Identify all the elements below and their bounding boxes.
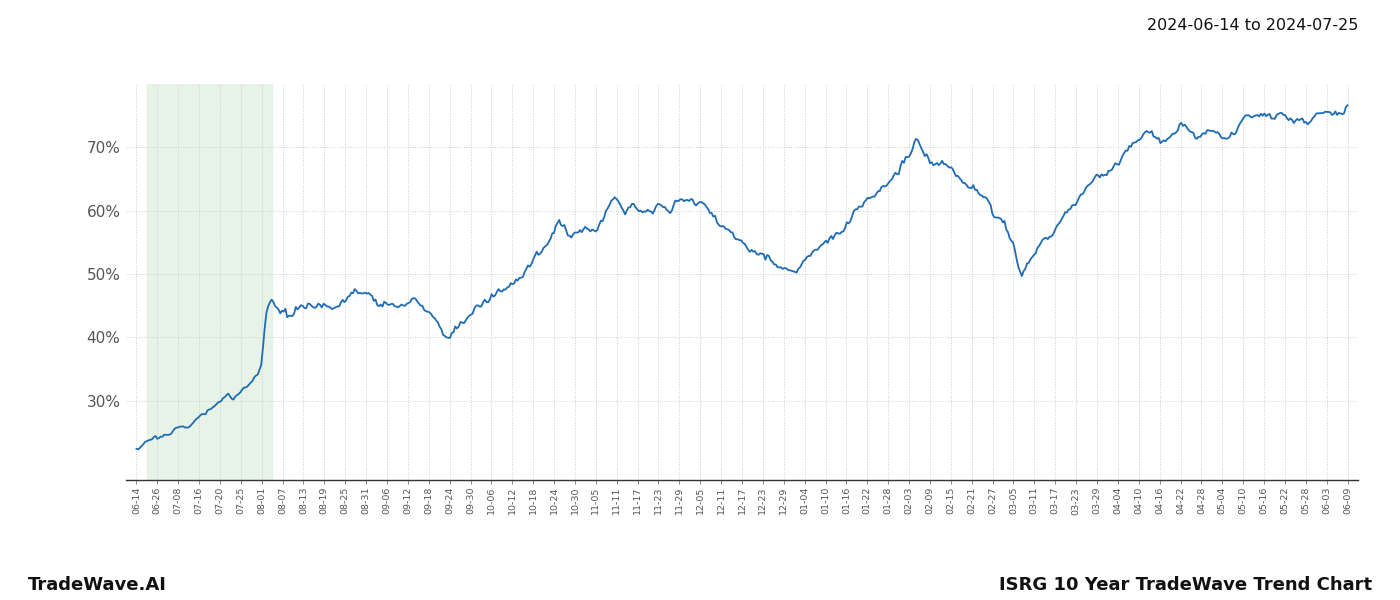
Bar xyxy=(147,84,272,480)
Text: 2024-06-14 to 2024-07-25: 2024-06-14 to 2024-07-25 xyxy=(1147,18,1358,33)
Text: ISRG 10 Year TradeWave Trend Chart: ISRG 10 Year TradeWave Trend Chart xyxy=(998,576,1372,594)
Text: TradeWave.AI: TradeWave.AI xyxy=(28,576,167,594)
